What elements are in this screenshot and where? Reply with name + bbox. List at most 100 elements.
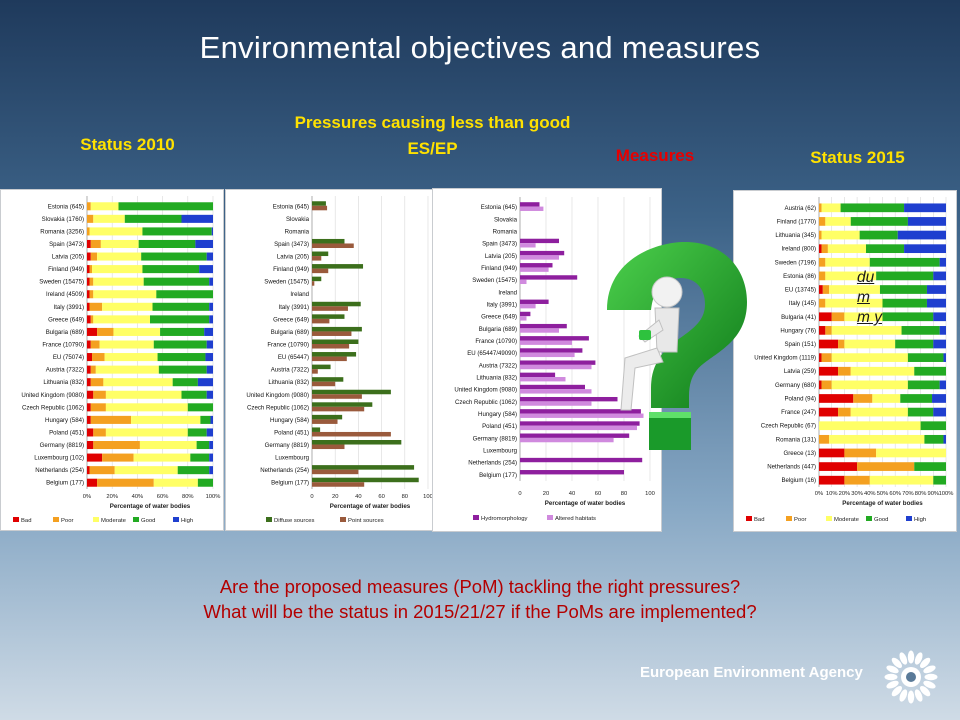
bar-czech-republic-hydromorphology [520, 396, 618, 402]
bar-hungary-poor [90, 415, 132, 424]
bar-poland-poor [853, 394, 873, 403]
bar-luxembourg-poor [102, 453, 134, 462]
bar-lithuania-altered-habitats [520, 377, 566, 382]
bar-ireland-bad [819, 244, 822, 254]
category-label-poland: Poland (451) [482, 423, 517, 430]
chart-status-2010-panel: 0% 20% 40% 60% 80% 100% Percentage of water bo… [0, 189, 224, 531]
bar-hungary-high [210, 415, 213, 424]
bar-estonia-high [933, 271, 946, 281]
bar-latvia-moderate [850, 366, 915, 376]
bar-sweden-diffuse-sources [312, 276, 322, 282]
bar-hungary-good [901, 326, 940, 335]
category-label-sweden: Sweden (15475) [264, 279, 309, 286]
x-tick-label: 0% [83, 494, 91, 500]
bar-latvia-bad [87, 252, 91, 261]
bar-czech-republic-diffuse-sources [312, 402, 373, 407]
category-label-ireland: Ireland (800) [781, 246, 816, 253]
category-label-finland: Finland (949) [48, 266, 84, 273]
bar-romania-good [924, 434, 944, 444]
header-status-2010: Status 2010 [80, 135, 175, 154]
bar-eu-good [879, 285, 927, 294]
bar-austria-altered-habitats [520, 364, 592, 370]
bar-spain-high [933, 339, 946, 349]
logo-ray [907, 690, 915, 704]
category-label-latvia: Latvia (205) [485, 253, 517, 260]
bar-ireland-moderate [827, 244, 866, 254]
bar-greece-point-sources [312, 318, 330, 324]
x-tick-label: 60% [889, 491, 901, 497]
bar-latvia-moderate [97, 252, 142, 261]
category-label-greece: Greece (649) [48, 316, 84, 323]
category-label-finland: Finland (1770) [777, 218, 816, 225]
category-label-germany: Germany (680) [775, 382, 816, 389]
category-label-france: France (10790) [475, 338, 517, 345]
bar-bulgaria-point-sources [312, 331, 352, 336]
bar-france-poor [90, 340, 100, 349]
bar-greece-bad [819, 448, 845, 458]
bar-united-kingdom-hydromorphology [520, 384, 585, 390]
category-label-netherlands: Netherlands (254) [35, 467, 84, 474]
legend-swatch-bad [746, 516, 752, 521]
bar-eu-altered-habitats [520, 352, 575, 358]
bar-sweden-moderate [93, 277, 144, 286]
bar-germany-bad [87, 441, 94, 450]
bar-poland-altered-habitats [520, 425, 637, 431]
bar-hungary-hydromorphology [520, 409, 641, 414]
bar-france-moderate [850, 407, 908, 417]
bar-latvia-hydromorphology [520, 250, 565, 256]
x-tick-label: 30% [851, 491, 863, 497]
bar-luxembourg-bad [87, 453, 103, 462]
bar-spain-moderate [100, 239, 139, 248]
bar-united-kingdom-poor [821, 353, 832, 362]
header-measures: Measures [615, 146, 695, 165]
bar-greece-poor [90, 315, 94, 324]
bar-sweden-good [143, 277, 210, 286]
bar-ireland-high [904, 244, 946, 254]
bar-spain-altered-habitats [520, 243, 536, 248]
bar-bulgaria-high [933, 312, 946, 322]
category-label-poland: Poland (451) [274, 429, 309, 436]
bar-france-high [933, 407, 946, 417]
bar-germany-moderate [139, 441, 197, 450]
bar-germany-poor [821, 380, 832, 390]
bar-italy-hydromorphology [520, 299, 549, 304]
bar-united-kingdom-moderate [831, 353, 908, 362]
category-label-spain: Spain (3473) [274, 241, 309, 248]
bar-austria-moderate [95, 365, 159, 374]
category-label-ireland: Ireland [290, 291, 309, 298]
category-label-spain: Spain (151) [784, 341, 816, 348]
bar-latvia-diffuse-sources [312, 251, 329, 257]
bar-spain-bad [819, 339, 839, 349]
chart-pressures: 0 20 40 60 80 100 Percentage of water bodies Es… [246, 196, 433, 524]
bar-austria-point-sources [312, 369, 318, 374]
bar-ireland-moderate [93, 290, 157, 299]
bar-netherlands-hydromorphology [520, 457, 643, 463]
bar-estonia-point-sources [312, 205, 328, 211]
bar-finland-poor [819, 217, 826, 226]
bar-finland-diffuse-sources [312, 264, 364, 269]
bar-italy-altered-habitats [520, 303, 536, 309]
bar-netherlands-good [177, 466, 210, 475]
bar-romania-moderate [89, 227, 143, 236]
category-label-germany: Germany (8819) [473, 435, 517, 442]
bar-bulgaria-poor [831, 312, 845, 322]
bar-italy-high [209, 302, 213, 311]
bar-italy-moderate [825, 298, 883, 308]
bar-france-good [907, 407, 934, 417]
question-text: Are the proposed measures (PoM) tackling… [0, 574, 960, 624]
category-label-ireland: Ireland (4509) [46, 291, 84, 298]
category-label-united-kingdom: United Kingdom (9080) [454, 387, 517, 394]
bar-france-good [153, 340, 207, 349]
bar-germany-altered-habitats [520, 437, 614, 443]
bar-austria-good [158, 365, 207, 374]
bar-sweden-point-sources [312, 281, 315, 286]
bar-sweden-high [939, 257, 946, 267]
bar-hungary-poor [825, 326, 832, 335]
bar-france-bad [87, 340, 91, 349]
category-label-latvia: Latvia (259) [784, 368, 816, 375]
bar-greece-altered-habitats [520, 316, 527, 321]
category-label-hungary: Hungary (584) [45, 417, 84, 424]
logo-ray [914, 689, 923, 702]
bar-italy-moderate [102, 302, 153, 311]
bar-germany-good [196, 441, 210, 450]
